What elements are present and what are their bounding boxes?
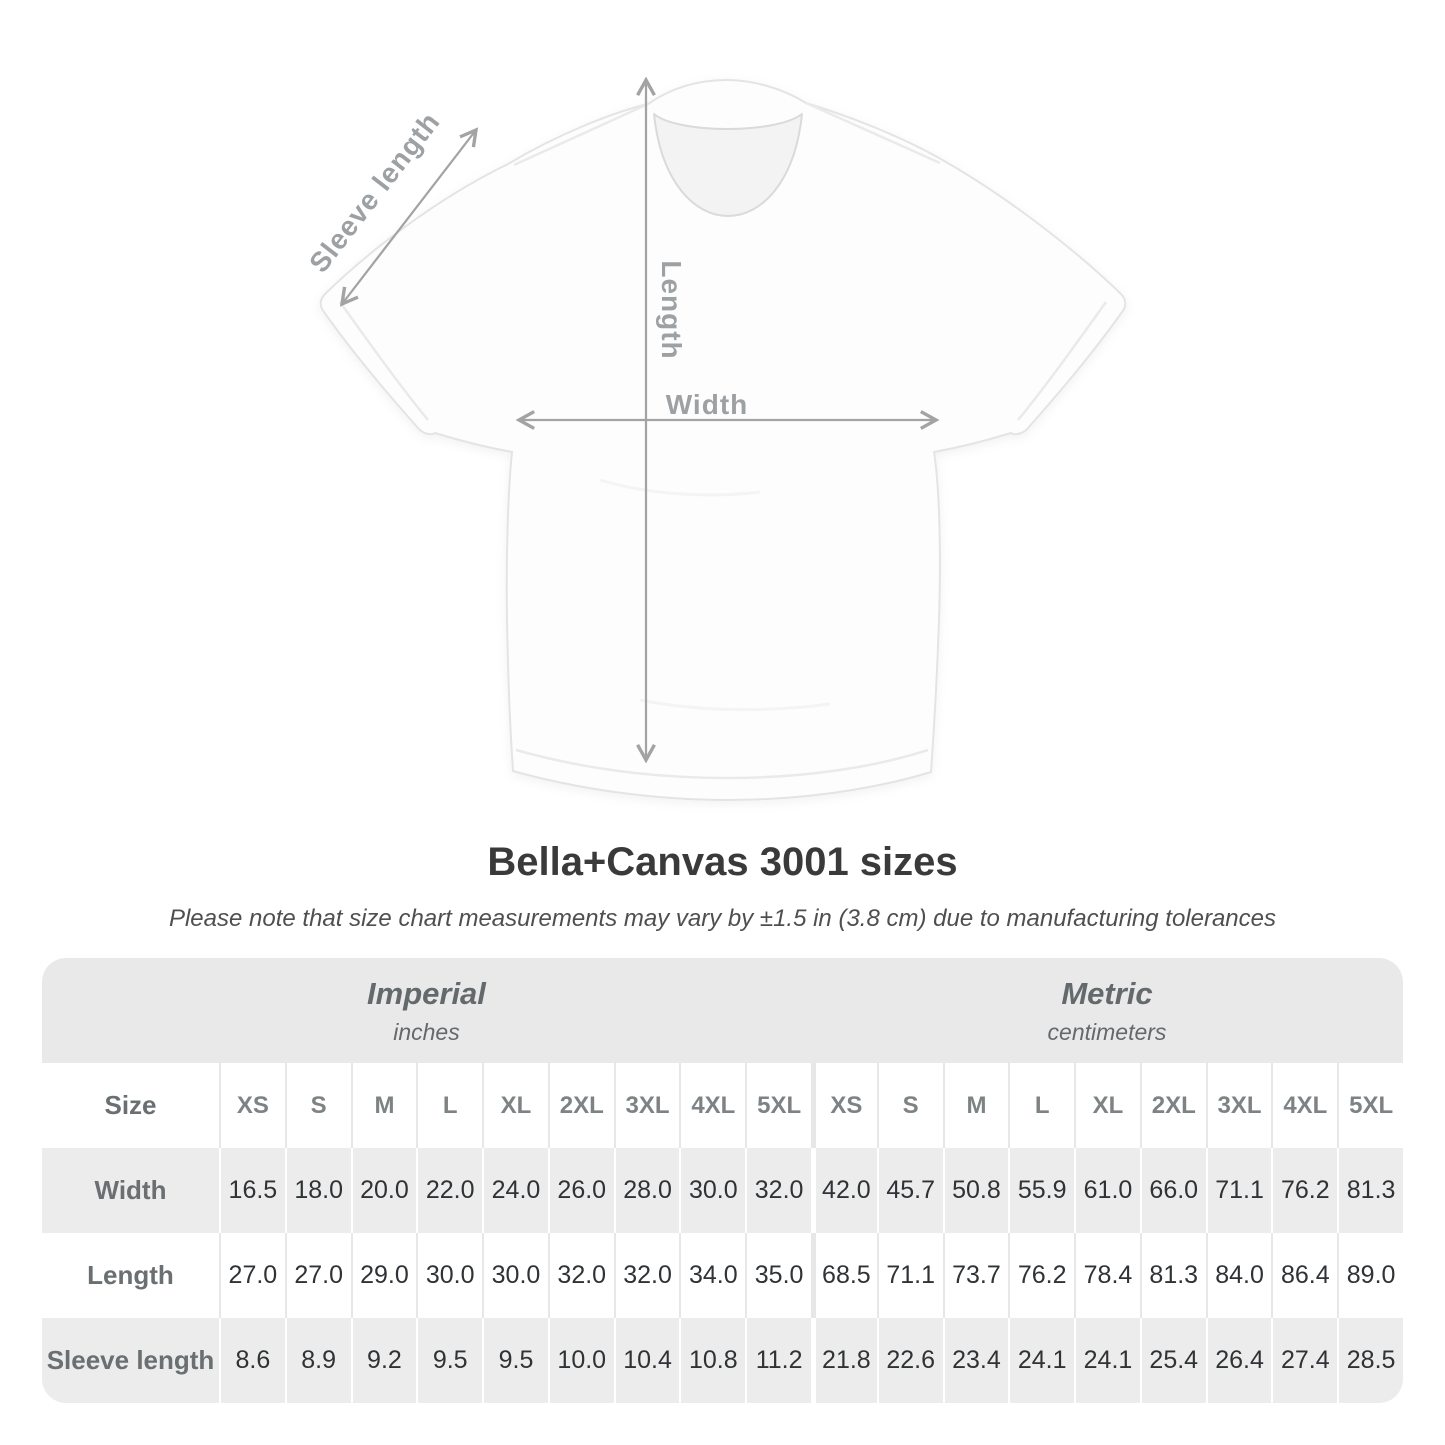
size-header-cell: M — [942, 1063, 1009, 1148]
length-label: Length — [656, 260, 687, 359]
value-cell: 68.5 — [811, 1233, 877, 1318]
value-cell: 45.7 — [876, 1148, 943, 1233]
value-cell: 32.0 — [613, 1233, 680, 1318]
size-column-header: Size — [104, 1090, 157, 1120]
value-cell: 35.0 — [745, 1233, 811, 1318]
value-cell: 81.3 — [1139, 1233, 1206, 1318]
value-cell: 42.0 — [811, 1148, 877, 1233]
value-cell: 16.5 — [219, 1148, 285, 1233]
value-cell: 78.4 — [1074, 1233, 1140, 1318]
shirt-diagram: Sleeve length Length Width — [303, 0, 1127, 802]
value-cell: 28.5 — [1337, 1318, 1403, 1403]
size-header-cell: L — [416, 1063, 482, 1148]
row-label: Width — [94, 1175, 167, 1205]
value-cell: 84.0 — [1205, 1233, 1272, 1318]
tolerance-note: Please note that size chart measurements… — [168, 905, 1277, 932]
size-header-cell: 2XL — [547, 1063, 614, 1148]
metric-label: Metric — [1061, 975, 1153, 1011]
size-header-cell: S — [876, 1063, 943, 1148]
value-cell: 34.0 — [679, 1233, 745, 1318]
width-label: Width — [666, 389, 749, 420]
value-cell: 32.0 — [745, 1148, 811, 1233]
size-header-cell: 3XL — [613, 1063, 680, 1148]
value-cell: 9.2 — [350, 1318, 417, 1403]
size-header-cell: XS — [219, 1063, 285, 1148]
size-header-cell: 5XL — [1337, 1063, 1403, 1148]
table-header-row: Size XS S M L XL 2XL 3XL 4XL 5XL XS S M L XL 2XL 3XL 4XL 5… — [42, 1063, 1403, 1148]
row-label: Length — [87, 1260, 174, 1290]
size-header-cell: 5XL — [745, 1063, 811, 1148]
sleeve-length-arrow — [342, 130, 476, 304]
value-cell: 27.0 — [219, 1233, 285, 1318]
value-cell: 24.1 — [1008, 1318, 1074, 1403]
value-cell: 73.7 — [942, 1233, 1009, 1318]
imperial-label: Imperial — [367, 975, 486, 1011]
value-cell: 86.4 — [1271, 1233, 1337, 1318]
value-cell: 66.0 — [1139, 1148, 1206, 1233]
value-cell: 11.2 — [745, 1318, 811, 1403]
row-label: Sleeve length — [46, 1345, 215, 1375]
value-cell: 22.0 — [416, 1148, 482, 1233]
value-cell: 9.5 — [416, 1318, 482, 1403]
value-cell: 24.0 — [482, 1148, 548, 1233]
value-cell: 30.0 — [482, 1233, 548, 1318]
value-cell: 27.4 — [1271, 1318, 1337, 1403]
value-cell: 26.0 — [547, 1148, 614, 1233]
size-header-cell: 4XL — [679, 1063, 745, 1148]
size-header-cell: 3XL — [1205, 1063, 1272, 1148]
value-cell: 89.0 — [1337, 1233, 1403, 1318]
value-cell: 61.0 — [1074, 1148, 1140, 1233]
value-cell: 30.0 — [679, 1148, 745, 1233]
value-cell: 21.8 — [811, 1318, 877, 1403]
imperial-section-header: Imperial inches — [42, 958, 811, 1063]
table-row: Sleeve length 8.6 8.9 9.2 9.5 9.5 10.0 10.4 10.8… — [42, 1318, 1403, 1403]
imperial-unit-label: inches — [393, 1018, 460, 1045]
size-header-cell: L — [1008, 1063, 1074, 1148]
value-cell: 30.0 — [416, 1233, 482, 1318]
table-row: Length 27.0 27.0 29.0 30.0 30.0 32.0 32.0 34.0 35… — [42, 1233, 1403, 1318]
size-header-cell: XS — [811, 1063, 877, 1148]
value-cell: 71.1 — [1205, 1148, 1272, 1233]
unit-band: Imperial inches Metric centimeters — [42, 958, 1403, 1063]
size-table: Imperial inches Metric centimeters Size X… — [42, 958, 1403, 1403]
metric-unit-label: centimeters — [1047, 1018, 1167, 1045]
value-cell: 28.0 — [613, 1148, 680, 1233]
value-cell: 22.6 — [876, 1318, 943, 1403]
value-cell: 24.1 — [1074, 1318, 1140, 1403]
value-cell: 25.4 — [1139, 1318, 1206, 1403]
size-header-cell: M — [350, 1063, 417, 1148]
value-cell: 55.9 — [1008, 1148, 1074, 1233]
value-cell: 50.8 — [942, 1148, 1009, 1233]
value-cell: 20.0 — [350, 1148, 417, 1233]
value-cell: 8.6 — [219, 1318, 285, 1403]
value-cell: 76.2 — [1271, 1148, 1337, 1233]
metric-section-header: Metric centimeters — [811, 958, 1403, 1063]
value-cell: 9.5 — [482, 1318, 548, 1403]
table-row: Width 16.5 18.0 20.0 22.0 24.0 26.0 28.0 30.0 32.… — [42, 1148, 1403, 1233]
size-header-cell: S — [284, 1063, 351, 1148]
size-header-cell: 2XL — [1139, 1063, 1206, 1148]
value-cell: 71.1 — [876, 1233, 943, 1318]
value-cell: 27.0 — [284, 1233, 351, 1318]
value-cell: 29.0 — [350, 1233, 417, 1318]
page-title: Bella+Canvas 3001 sizes — [487, 840, 958, 884]
value-cell: 26.4 — [1205, 1318, 1272, 1403]
value-cell: 18.0 — [284, 1148, 351, 1233]
tshirt-illustration — [319, 78, 1127, 802]
size-header-cell: XL — [1074, 1063, 1140, 1148]
value-cell: 81.3 — [1337, 1148, 1403, 1233]
size-header-cell: XL — [482, 1063, 548, 1148]
value-cell: 10.0 — [547, 1318, 614, 1403]
collar — [653, 113, 803, 217]
value-cell: 76.2 — [1008, 1233, 1074, 1318]
table-body: Width 16.5 18.0 20.0 22.0 24.0 26.0 28.0 30.0 32.… — [42, 1148, 1403, 1403]
value-cell: 10.8 — [679, 1318, 745, 1403]
value-cell: 23.4 — [942, 1318, 1009, 1403]
value-cell: 10.4 — [613, 1318, 680, 1403]
size-header-cell: 4XL — [1271, 1063, 1337, 1148]
value-cell: 32.0 — [547, 1233, 614, 1318]
value-cell: 8.9 — [284, 1318, 351, 1403]
